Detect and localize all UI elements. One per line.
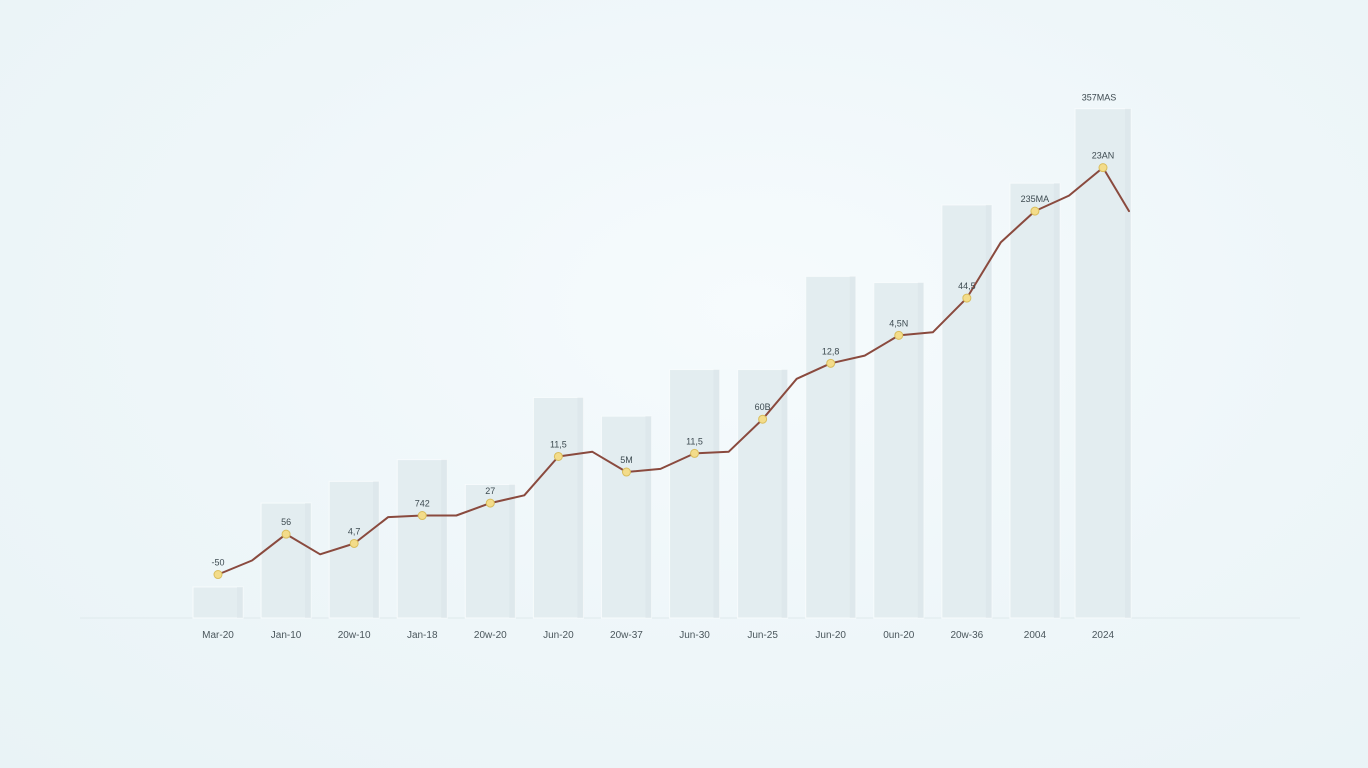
point-label-1: -50 bbox=[211, 558, 224, 568]
bar-4 bbox=[396, 459, 448, 619]
x-tick-label-1: Mar-20 bbox=[202, 630, 234, 641]
x-tick-label-6: Jun-20 bbox=[543, 630, 574, 641]
point-label-8: 11,5 bbox=[686, 436, 703, 446]
bars-layer bbox=[192, 108, 1132, 619]
bar-shade-1 bbox=[237, 586, 243, 618]
bar-1 bbox=[192, 586, 244, 619]
x-tick-label-12: 20w-36 bbox=[950, 630, 983, 641]
line-point-9 bbox=[758, 414, 768, 424]
point-label-2: 56 bbox=[281, 517, 291, 527]
x-tick-label-7: 20w-37 bbox=[610, 630, 643, 641]
bar-shade-9 bbox=[781, 369, 788, 618]
x-tick-label-4: Jan-18 bbox=[407, 630, 438, 641]
line-point-7 bbox=[621, 467, 631, 477]
bar-shade-5 bbox=[509, 484, 516, 618]
line-point-14 bbox=[1098, 163, 1108, 173]
bar-14 bbox=[1074, 108, 1132, 619]
line-point-11 bbox=[894, 330, 904, 340]
bar-12 bbox=[941, 204, 993, 619]
x-tick-label-11: 0un-20 bbox=[883, 630, 915, 641]
line-point-8 bbox=[690, 448, 700, 458]
x-tick-label-2: Jan-10 bbox=[271, 630, 302, 641]
bar-shade-7 bbox=[645, 416, 652, 618]
bar-shade-6 bbox=[577, 397, 584, 618]
bar-9 bbox=[737, 369, 789, 619]
point-label-13: 235MA bbox=[1021, 194, 1050, 204]
trend-line bbox=[217, 166, 1130, 576]
x-tick-label-5: 20w-20 bbox=[474, 630, 507, 641]
bar-shade-14 bbox=[1125, 108, 1131, 619]
point-label-3: 4,7 bbox=[348, 526, 361, 536]
point-label-9: 60B bbox=[755, 402, 771, 412]
x-tick-label-3: 20w-10 bbox=[338, 630, 371, 641]
line-point-10 bbox=[826, 358, 836, 368]
point-label-6: 11,5 bbox=[550, 439, 567, 449]
x-tick-label-13: 2004 bbox=[1024, 630, 1047, 641]
bar-shade-2 bbox=[305, 503, 312, 618]
bar-shade-11 bbox=[917, 282, 924, 618]
line-point-2 bbox=[281, 529, 291, 539]
bar-top-label: 357MAS bbox=[1082, 93, 1117, 103]
bar-5 bbox=[464, 483, 516, 619]
bar-10 bbox=[805, 275, 857, 619]
line-point-13 bbox=[1030, 206, 1040, 216]
bar-shade-10 bbox=[849, 276, 856, 618]
line-layer bbox=[213, 163, 1130, 580]
bar-shade-13 bbox=[1053, 183, 1060, 619]
bar-7 bbox=[600, 415, 652, 619]
line-point-1 bbox=[213, 570, 223, 580]
point-label-5: 27 bbox=[485, 486, 495, 496]
line-point-5 bbox=[485, 498, 495, 508]
bar-shade-3 bbox=[373, 481, 380, 618]
point-label-12: 44,5 bbox=[958, 281, 976, 291]
x-tick-label-8: Jun-30 bbox=[679, 630, 710, 641]
bar-shade-8 bbox=[713, 369, 720, 618]
x-tick-label-9: Jun-25 bbox=[747, 630, 778, 641]
bar-13 bbox=[1009, 182, 1061, 619]
point-label-7: 5M bbox=[620, 455, 633, 465]
point-label-14: 23AN bbox=[1092, 151, 1115, 161]
x-tick-label-14: 2024 bbox=[1092, 630, 1115, 641]
bar-8 bbox=[669, 369, 721, 619]
x-tick-label-10: Jun-20 bbox=[815, 630, 846, 641]
point-label-10: 12,8 bbox=[822, 346, 840, 356]
bar-shade-12 bbox=[985, 204, 992, 618]
bar-shade-4 bbox=[441, 459, 448, 618]
line-point-6 bbox=[553, 451, 563, 461]
line-point-12 bbox=[962, 293, 972, 303]
point-label-4: 742 bbox=[415, 499, 430, 509]
labels-layer: 357MAS -50 56 4,7 742 27 11,5 5M 11,5 60B 12,8 4,5N… bbox=[202, 93, 1116, 641]
bar-6 bbox=[532, 396, 584, 619]
line-point-4 bbox=[417, 511, 427, 521]
line-point-3 bbox=[349, 538, 359, 548]
point-label-11: 4,5N bbox=[889, 318, 908, 328]
bar-2 bbox=[260, 502, 312, 619]
